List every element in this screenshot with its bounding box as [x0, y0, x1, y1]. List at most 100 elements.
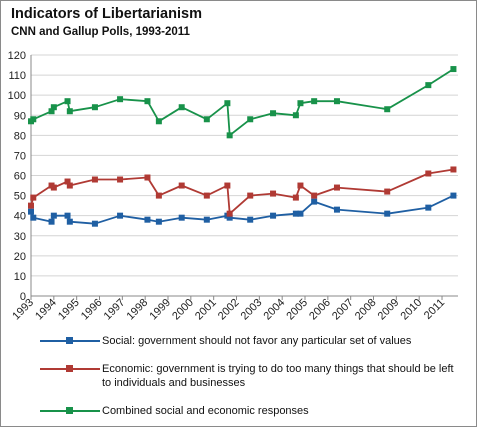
x-tick-label: 1994	[33, 297, 59, 323]
x-tick-label: 1997	[102, 297, 128, 323]
data-point-economic	[30, 194, 37, 201]
legend-item-combined: Combined social and economic responses	[40, 404, 460, 418]
data-point-economic	[224, 182, 231, 189]
data-point-social	[155, 218, 162, 225]
data-point-social	[384, 210, 391, 217]
data-point-social	[425, 204, 432, 211]
x-tick-label: 2005	[284, 297, 310, 323]
data-point-social	[66, 218, 73, 225]
data-point-economic	[450, 166, 457, 173]
chart-title: Indicators of Libertarianism	[11, 6, 202, 22]
y-tick-label: 110	[8, 70, 26, 82]
data-point-economic	[66, 182, 73, 189]
data-point-social	[247, 216, 254, 223]
data-point-social	[91, 220, 98, 227]
data-point-combined	[30, 116, 37, 123]
data-point-social	[64, 212, 71, 219]
x-tick-label: 2004	[261, 297, 287, 323]
y-tick-label: 50	[14, 191, 26, 203]
data-point-combined	[297, 100, 304, 107]
x-tick-label: 2009	[376, 297, 402, 323]
data-point-combined	[64, 98, 71, 105]
legend-item-social: Social: government should not favor any …	[40, 334, 460, 348]
y-tick-label: 20	[14, 251, 26, 263]
data-point-economic	[178, 182, 185, 189]
x-tick-label: 2006	[307, 297, 333, 323]
data-point-social	[311, 198, 318, 205]
y-tick-label: 30	[14, 231, 26, 243]
data-point-combined	[450, 66, 457, 73]
data-point-combined	[91, 104, 98, 111]
data-point-combined	[311, 98, 318, 105]
data-point-combined	[66, 108, 73, 115]
data-point-social	[226, 214, 233, 221]
data-point-social	[178, 214, 185, 221]
data-point-social	[292, 210, 299, 217]
data-point-economic	[203, 192, 210, 199]
y-tick-label: 90	[14, 110, 26, 122]
data-point-combined	[144, 98, 151, 105]
data-point-social	[270, 212, 277, 219]
data-point-economic	[270, 190, 277, 197]
data-point-combined	[333, 98, 340, 105]
data-point-combined	[48, 108, 55, 115]
x-tick-label: 2001	[193, 297, 219, 323]
legend-marker-social	[66, 337, 73, 344]
data-point-social	[48, 218, 55, 225]
data-point-combined	[384, 106, 391, 113]
data-point-social	[144, 216, 151, 223]
data-point-combined	[425, 82, 432, 89]
data-point-combined	[155, 118, 162, 125]
data-point-social	[30, 214, 37, 221]
data-point-economic	[155, 192, 162, 199]
data-point-economic	[247, 192, 254, 199]
x-tick-label: 1996	[79, 297, 105, 323]
y-tick-label: 80	[14, 130, 26, 142]
y-tick-label: 40	[14, 211, 26, 223]
x-tick-label: 1998	[124, 297, 150, 323]
data-point-economic	[333, 184, 340, 191]
data-point-combined	[203, 116, 210, 123]
x-tick-label: 2011	[422, 297, 447, 322]
y-tick-label: 10	[14, 271, 26, 283]
data-point-combined	[50, 104, 57, 111]
data-point-economic	[311, 192, 318, 199]
y-tick-label: 100	[8, 90, 26, 102]
x-tick-label: 2000	[170, 297, 196, 323]
data-point-combined	[178, 104, 185, 111]
data-point-economic	[64, 178, 71, 185]
data-point-economic	[292, 194, 299, 201]
data-point-social	[203, 216, 210, 223]
data-point-economic	[117, 176, 124, 183]
data-point-social	[28, 208, 34, 215]
data-point-economic	[384, 188, 391, 195]
y-tick-label: 60	[14, 171, 26, 183]
data-point-economic	[144, 174, 151, 181]
chart-legend: Social: government should not favor any …	[40, 334, 460, 432]
data-point-economic	[50, 184, 57, 191]
x-tick-label: 1993	[10, 297, 36, 323]
data-point-combined	[292, 112, 299, 119]
chart-subtitle: CNN and Gallup Polls, 1993-2011	[11, 26, 190, 38]
data-point-social	[297, 210, 304, 217]
data-point-combined	[226, 132, 233, 139]
data-point-social	[50, 212, 57, 219]
data-point-combined	[270, 110, 277, 117]
data-point-economic	[425, 170, 432, 177]
data-point-social	[117, 212, 124, 219]
y-tick-label: 70	[14, 150, 26, 162]
legend-marker-economic	[66, 365, 73, 372]
data-point-economic	[28, 202, 34, 209]
data-point-economic	[226, 210, 233, 217]
legend-label-combined: Combined social and economic responses	[102, 405, 309, 417]
x-tick-label: 2002	[216, 297, 242, 323]
x-tick-label: 1995	[56, 297, 82, 323]
y-tick-label: 120	[8, 50, 26, 62]
data-point-economic	[297, 182, 304, 189]
data-point-combined	[117, 96, 124, 103]
y-tick-label: 0	[20, 291, 26, 303]
data-point-social	[333, 206, 340, 213]
data-point-combined	[247, 116, 254, 123]
data-point-economic	[91, 176, 98, 183]
